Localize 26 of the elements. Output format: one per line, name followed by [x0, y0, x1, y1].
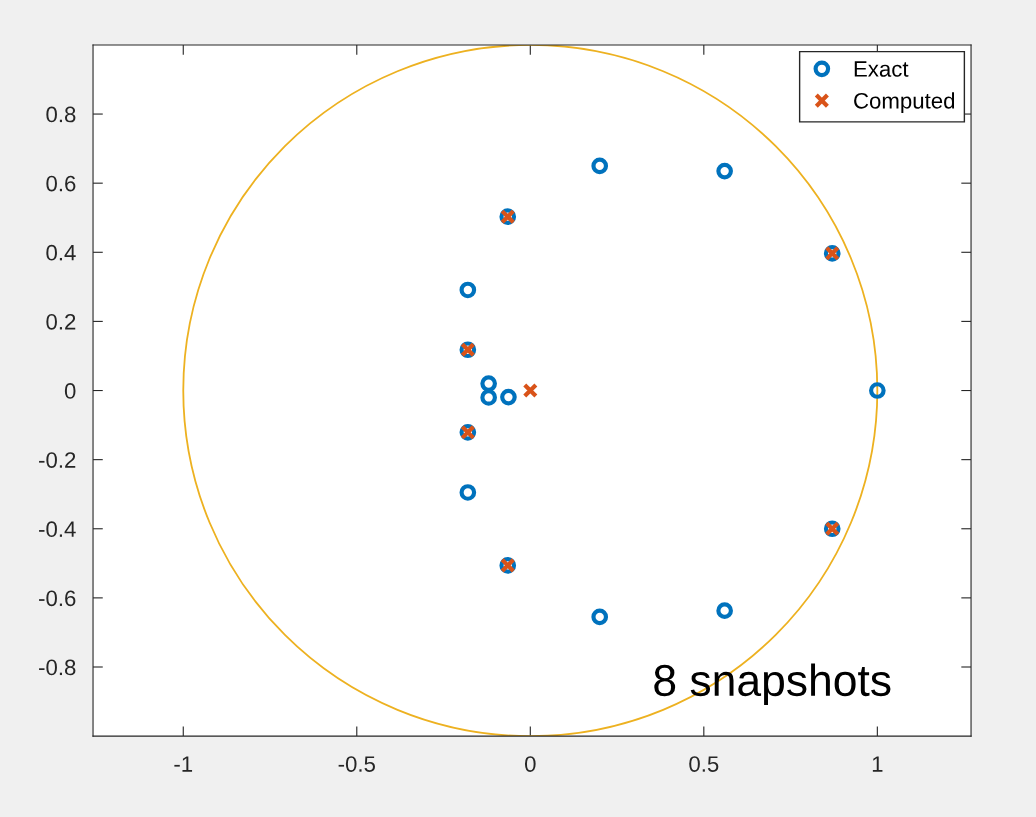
y-tick-label: -0.8	[39, 659, 76, 676]
point	[591, 157, 609, 175]
y-tick-label: 0.4	[46, 244, 76, 261]
point	[591, 608, 609, 626]
x-tick-label: 1	[872, 756, 883, 772]
y-tick-label: 0	[64, 383, 76, 399]
y-tick-label: -0.4	[39, 521, 76, 538]
point	[459, 281, 477, 299]
x-tick-label: -0.5	[338, 756, 375, 772]
x-tick-label: -1	[174, 756, 193, 772]
point	[480, 375, 497, 392]
legend-label: Exact	[854, 61, 909, 77]
point	[500, 388, 517, 406]
x-tick-label: 0	[524, 756, 536, 772]
legend-label: Computed	[854, 92, 955, 114]
point	[716, 162, 733, 180]
y-tick-label: -0.6	[39, 590, 76, 607]
y-tick-label: 0.8	[46, 106, 76, 123]
y-tick-label: -0.2	[39, 452, 76, 468]
point	[480, 389, 497, 406]
y-tick-label: 0.2	[46, 313, 76, 330]
x-tick-label: 0.5	[689, 756, 719, 772]
y-tick-label: 0.6	[46, 175, 76, 192]
point	[459, 484, 477, 501]
point	[869, 382, 886, 399]
point	[716, 602, 733, 620]
